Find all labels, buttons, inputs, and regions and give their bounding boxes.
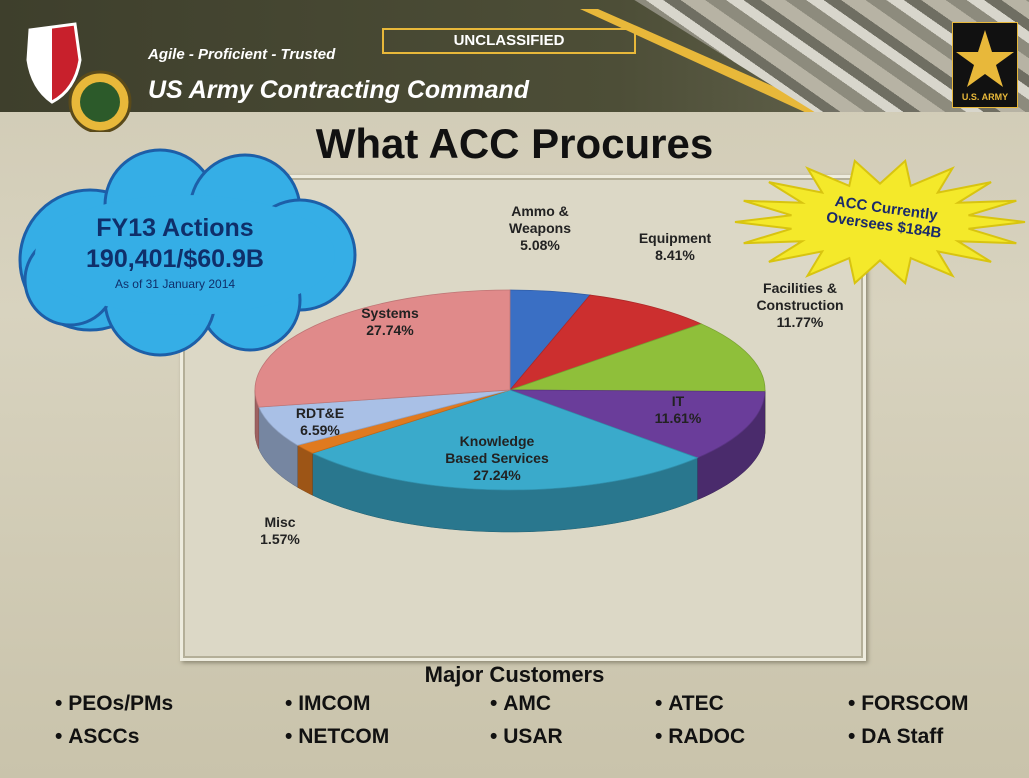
customer: NETCOM	[285, 725, 389, 749]
pie-label: Systems 27.74%	[345, 305, 435, 339]
category-label: Misc	[264, 514, 296, 530]
pie-label: RDT&E 6.59%	[280, 405, 360, 439]
category-label: Facilities & Construction	[756, 280, 844, 313]
value-label: 27.24%	[473, 467, 521, 483]
tagline: Agile - Proficient - Trusted	[148, 46, 336, 63]
pie-slice	[508, 294, 703, 391]
army-logo: U.S. ARMY	[952, 22, 1018, 108]
pie-label: Ammo & Weapons 5.08%	[495, 203, 585, 254]
pie-slice	[311, 389, 699, 491]
value-label: 8.41%	[655, 247, 695, 263]
customer: USAR	[490, 725, 563, 749]
value-label: 11.77%	[776, 314, 824, 330]
pie-label: Equipment 8.41%	[625, 230, 725, 264]
slice-side	[297, 444, 313, 496]
customer: AMC	[490, 692, 551, 716]
value-label: 5.08%	[520, 237, 560, 253]
customer: RADOC	[655, 725, 745, 749]
organization: US Army Contracting Command	[148, 76, 530, 104]
cloud-core	[35, 195, 335, 315]
value-label: 27.74%	[366, 322, 414, 338]
pie-label: Facilities & Construction 11.77%	[740, 280, 860, 331]
category-label: Equipment	[638, 230, 712, 246]
customer: PEOs/PMs	[55, 692, 173, 716]
cloud-note: As of 31 January 2014	[114, 277, 236, 291]
customer: IMCOM	[285, 692, 370, 716]
pie-slice	[509, 389, 766, 459]
customer: ATEC	[655, 692, 724, 716]
logo-text: U.S. ARMY	[962, 92, 1008, 102]
pie-slice	[254, 289, 511, 408]
pie-label: IT 11.61%	[633, 393, 723, 427]
value-label: 11.61%	[654, 410, 702, 426]
pie-slice	[509, 323, 766, 393]
command-logo	[26, 22, 132, 132]
chart-title: What ACC Procures	[315, 120, 714, 167]
cloud-title: FY13 Actions	[96, 214, 254, 242]
value-label: 6.59%	[300, 422, 340, 438]
category-label: Knowledge Based Services	[445, 433, 549, 466]
pie-label: Misc 1.57%	[245, 514, 315, 548]
customers-title: Major Customers	[424, 662, 605, 687]
value-label: 1.57%	[260, 531, 300, 547]
customer: DA Staff	[848, 725, 943, 749]
customer: FORSCOM	[848, 692, 968, 716]
category-label: RDT&E	[295, 405, 345, 421]
pie-label: Knowledge Based Services 27.24%	[442, 433, 552, 484]
category-label: IT	[671, 393, 685, 409]
customer: ASCCs	[55, 725, 139, 749]
starburst	[734, 159, 1026, 285]
classification: UNCLASSIFIED	[382, 28, 636, 54]
cloud-figures: 190,401/$60.9B	[86, 245, 264, 273]
category-label: Ammo & Weapons	[509, 203, 571, 236]
category-label: Systems	[361, 305, 419, 321]
